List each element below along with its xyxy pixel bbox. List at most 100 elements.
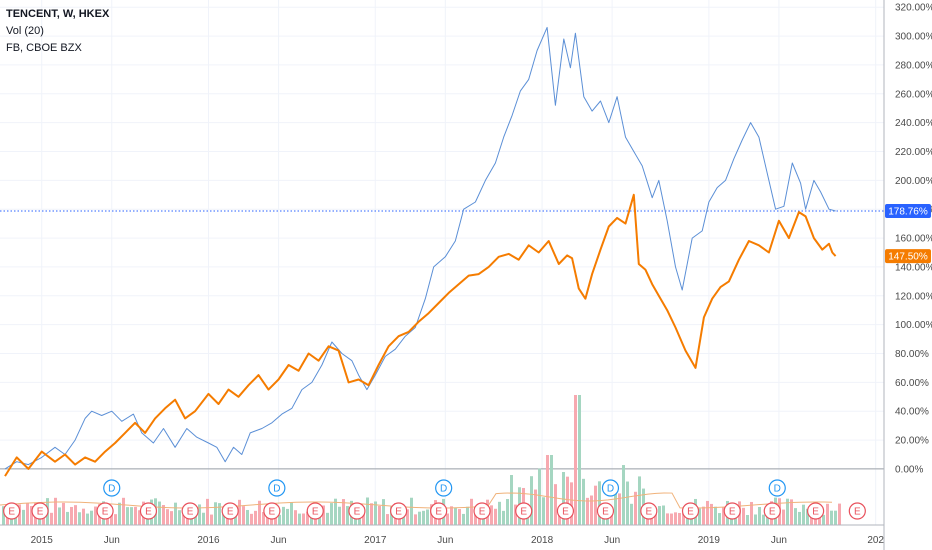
- volume-bar: [734, 513, 737, 525]
- x-tick-label: 2016: [197, 535, 220, 546]
- volume-bar: [662, 505, 665, 525]
- x-tick-label: 202: [867, 535, 884, 546]
- event-marker-letter: E: [145, 507, 152, 518]
- event-marker-letter: E: [812, 507, 819, 518]
- y-tick-label: 120.00%: [895, 291, 932, 302]
- y-tick-label: 140.00%: [895, 262, 932, 273]
- volume-bar: [762, 514, 765, 525]
- legend: TENCENT, W, HKEX Vol (20) FB, CBOE BZX: [6, 6, 109, 57]
- dividend-event-marker: [268, 479, 286, 497]
- event-markers: E E D E E E E D E E E E D E E E E D E E E E D E E E: [3, 479, 866, 520]
- volume-bar: [826, 503, 829, 525]
- volume-bar: [338, 506, 341, 525]
- volume-bar: [50, 512, 53, 525]
- volume-bar: [198, 504, 201, 525]
- volume-bar: [342, 499, 345, 525]
- series-lines: [0, 26, 884, 477]
- y-tick-label: 260.00%: [895, 89, 932, 100]
- volume-bar: [246, 509, 249, 525]
- earnings-event-marker: [3, 502, 21, 520]
- volume-bar: [586, 497, 589, 525]
- volume-bar: [306, 511, 309, 525]
- volume-bar: [498, 501, 501, 525]
- volume-bar: [90, 510, 93, 525]
- volume-bar: [754, 514, 757, 525]
- volume-bar: [502, 510, 505, 525]
- volume-bar: [626, 481, 629, 525]
- volume-bar: [654, 513, 657, 525]
- y-tick-label: 200.00%: [895, 176, 932, 187]
- y-tick-label: 40.00%: [895, 407, 929, 418]
- volume-bar: [574, 395, 577, 525]
- volume-bar: [658, 506, 661, 525]
- event-marker-letter: D: [108, 484, 115, 495]
- legend-main[interactable]: TENCENT, W, HKEX: [6, 8, 110, 20]
- volume-bar: [6, 512, 9, 525]
- event-marker-letter: E: [520, 507, 527, 518]
- event-marker-letter: D: [607, 484, 614, 495]
- last-value-label: 147.50%: [888, 252, 928, 263]
- volume-bar: [418, 511, 421, 525]
- x-tick-label: 2019: [698, 535, 721, 546]
- y-tick-label: 100.00%: [895, 320, 932, 331]
- volume-bar: [646, 514, 649, 525]
- volume-bar: [170, 511, 173, 525]
- y-tick-label: 160.00%: [895, 234, 932, 245]
- volume-bar: [310, 514, 313, 525]
- event-marker-letter: E: [8, 507, 15, 518]
- fb-series-line: [4, 193, 837, 477]
- event-marker-letter: E: [854, 507, 861, 518]
- x-tick-label: 2017: [364, 535, 387, 546]
- volume-bar: [622, 465, 625, 525]
- x-tick-label: Jun: [604, 535, 620, 546]
- volume-bar: [494, 508, 497, 525]
- volume-bar: [114, 514, 117, 525]
- volume-bar: [134, 506, 137, 525]
- volume-bar: [634, 491, 637, 525]
- earnings-event-marker: [681, 502, 700, 520]
- volume-bar: [202, 512, 205, 525]
- volume-bar: [670, 513, 673, 525]
- volume-bar: [514, 504, 517, 525]
- volume-bar: [542, 497, 545, 525]
- volume-bar: [406, 509, 409, 525]
- earnings-event-marker: [596, 502, 615, 520]
- volume-bar: [250, 513, 253, 525]
- volume-bar: [782, 509, 785, 525]
- earnings-event-marker: [263, 502, 281, 520]
- volume-bar: [470, 498, 473, 525]
- earnings-event-marker: [848, 502, 866, 520]
- volume-bar: [446, 513, 449, 525]
- volume-bar: [462, 513, 465, 525]
- volume-bar: [806, 508, 809, 525]
- volume-bar: [2, 506, 5, 525]
- y-tick-label: 20.00%: [895, 436, 929, 447]
- volume-bar: [834, 510, 837, 525]
- volume-bar: [166, 509, 169, 525]
- volume-bar: [158, 501, 161, 525]
- volume-bar: [422, 510, 425, 525]
- volume-bar: [578, 395, 581, 525]
- volume-bar: [410, 497, 413, 525]
- event-marker-letter: E: [102, 507, 109, 518]
- volume-bar: [466, 506, 469, 525]
- volume-bar: [702, 506, 705, 525]
- volume-bar: [174, 502, 177, 525]
- volume-bar: [674, 512, 677, 525]
- event-marker-letter: D: [440, 484, 447, 495]
- earnings-event-marker: [96, 502, 114, 520]
- earnings-event-marker: [640, 502, 658, 520]
- volume-bar: [346, 506, 349, 525]
- volume-bar: [210, 514, 213, 525]
- volume-bar: [562, 472, 565, 525]
- volume-bar: [722, 507, 725, 525]
- volume-bar: [254, 510, 257, 525]
- volume-bar: [786, 498, 789, 525]
- volume-bar: [746, 514, 749, 525]
- x-tick-label: Jun: [270, 535, 286, 546]
- legend-compare[interactable]: FB, CBOE BZX: [6, 42, 82, 54]
- volume-bar: [666, 513, 669, 525]
- legend-volume[interactable]: Vol (20): [6, 25, 44, 37]
- volume-bar: [290, 502, 293, 525]
